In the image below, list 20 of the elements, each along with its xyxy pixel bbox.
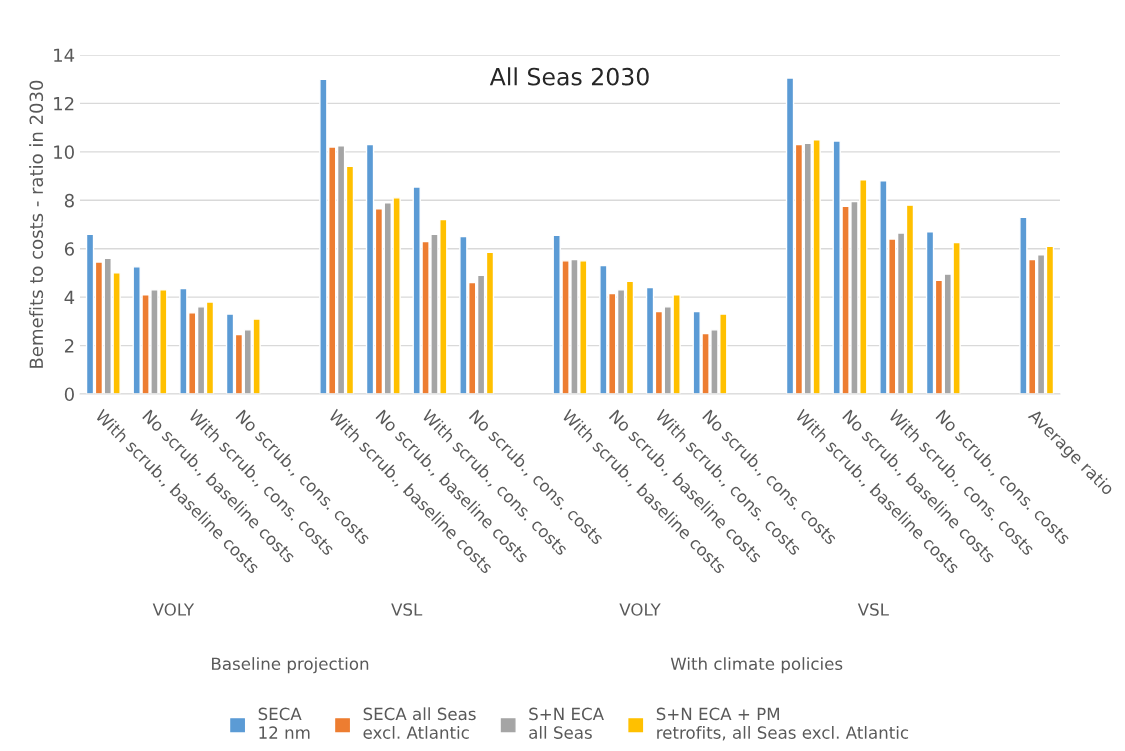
y-tick-label: 14 [54,48,75,62]
y-tick-label: 2 [64,339,74,353]
y-axis-title: Bemefits to costs - ratio in 2030 [29,80,44,368]
text: VSL [391,603,423,616]
y-tick-label: 6 [64,242,74,256]
y-tick-label: 0 [64,387,74,402]
text: VSL [857,603,889,616]
legend-label: S+N ECA + PM retrofits, all Seas excl. Atlantic [656,707,909,741]
text: VOLY [152,603,195,616]
text: VOLY [619,603,661,616]
text: Baseline projection [212,657,369,674]
legend-label: S+N ECA all Seas [529,707,604,739]
legend-label: SECA 12 nm [258,707,310,739]
y-tick-label: 10 [54,145,74,159]
y-tick-label: 12 [54,96,74,111]
y-tick-label: 4 [64,290,75,304]
y-tick-label: 8 [64,193,74,208]
legend-label: SECA all Seas excl. Atlantic [363,707,476,739]
chart-title: All Seas 2030 [489,67,649,86]
text: With climate policies [670,657,843,674]
